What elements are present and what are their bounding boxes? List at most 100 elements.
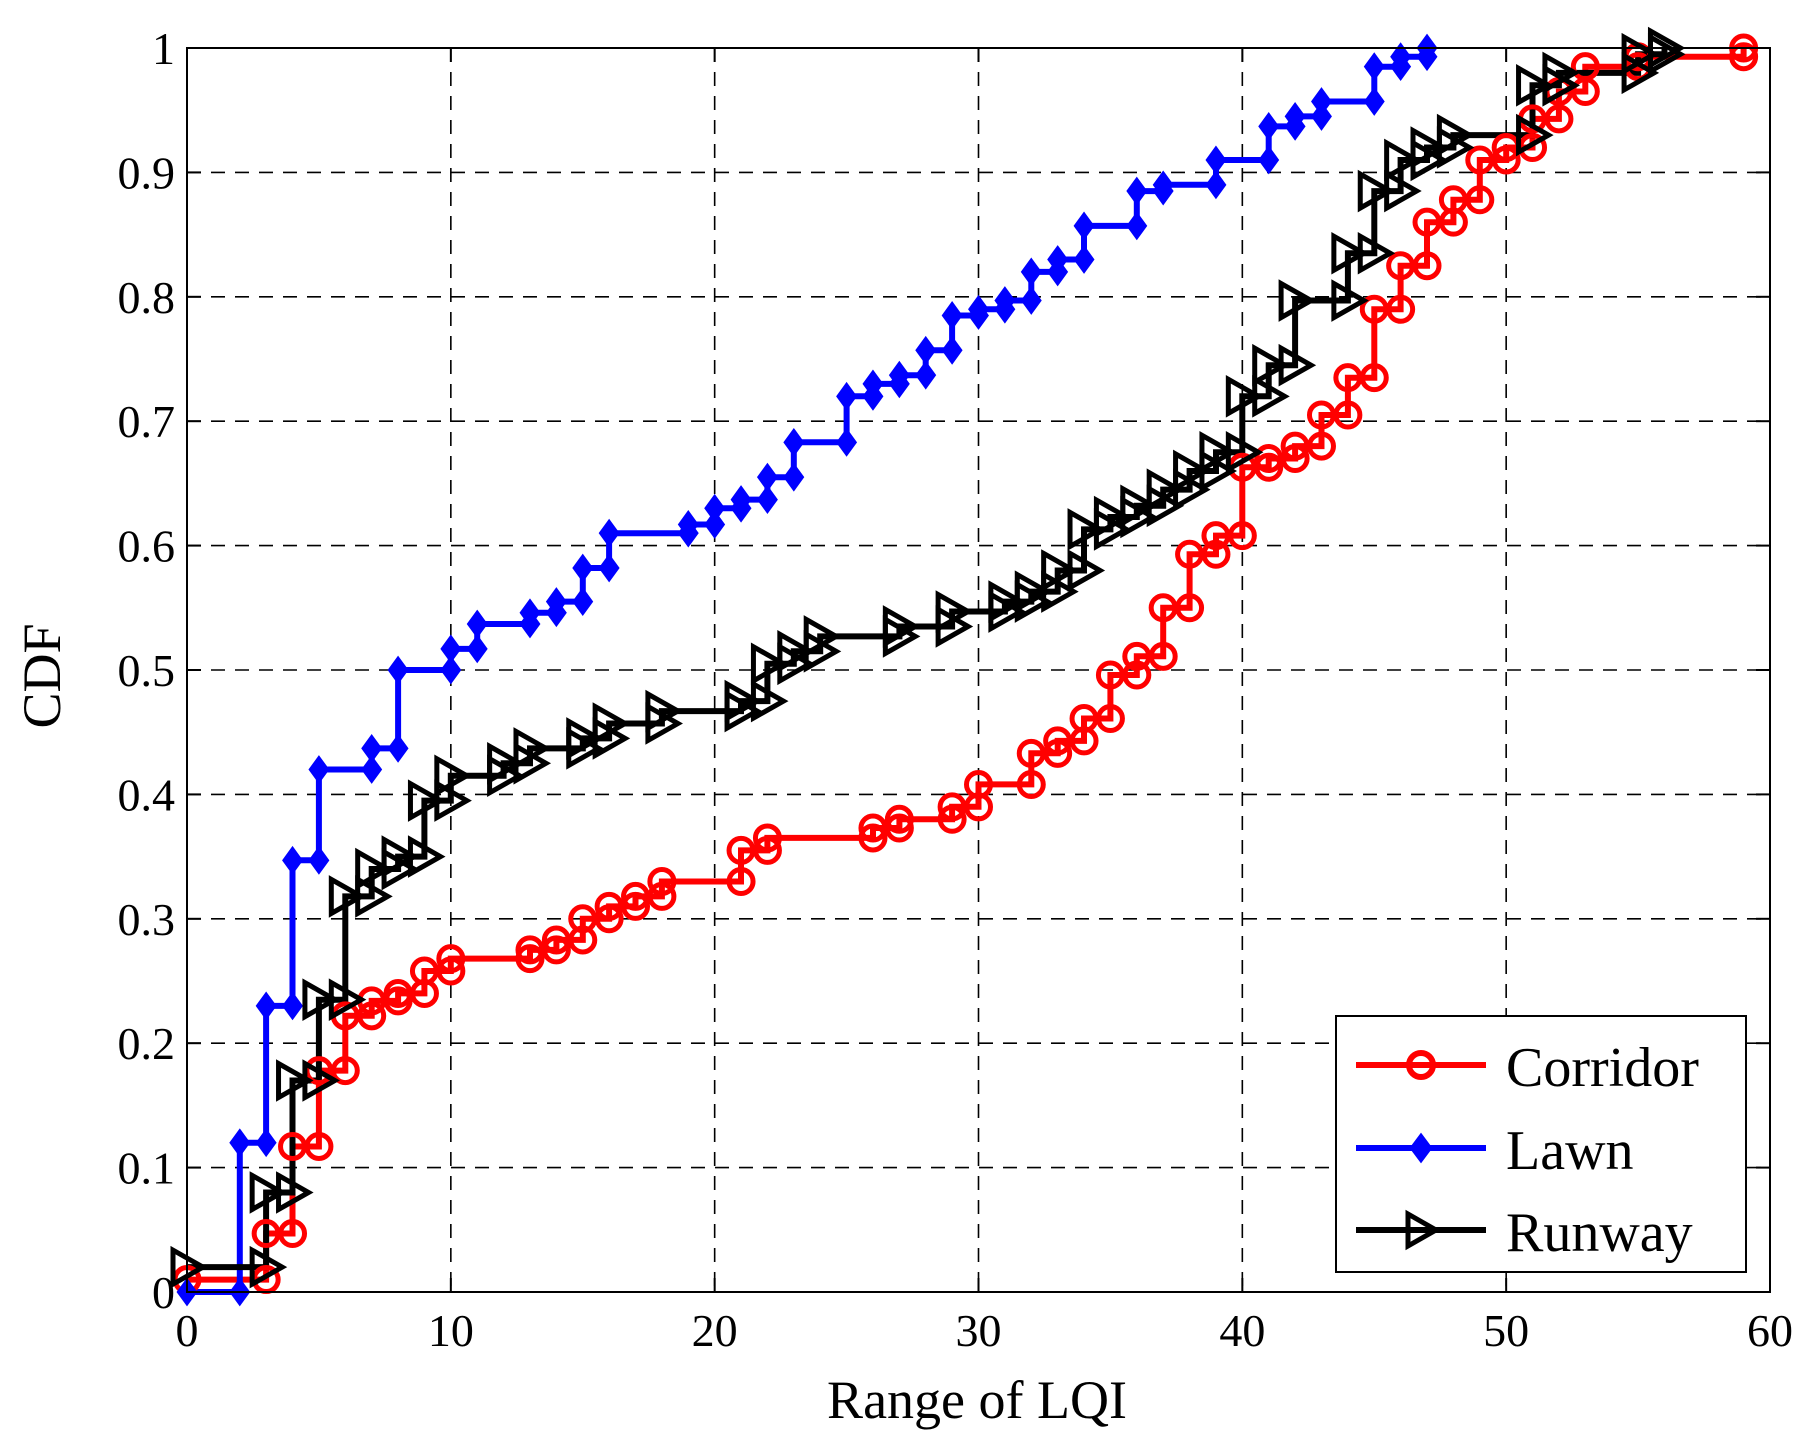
- marker-lawn: [730, 485, 752, 514]
- marker-lawn: [572, 553, 594, 583]
- axis-ticks: [186, 47, 1771, 1293]
- marker-lawn: [1284, 102, 1306, 131]
- marker-lawn: [915, 360, 937, 390]
- y-tick-label: 0.6: [118, 521, 176, 572]
- marker-corridor: [1386, 294, 1416, 324]
- marker-corridor: [884, 813, 914, 843]
- marker-runway: [1436, 113, 1475, 157]
- marker-corridor: [1043, 738, 1073, 768]
- marker-corridor: [1016, 769, 1046, 799]
- legend-item-lawn: Lawn: [1356, 1120, 1634, 1182]
- marker-lawn: [308, 845, 330, 875]
- marker-runway: [935, 590, 974, 633]
- marker-corridor: [1122, 660, 1152, 690]
- marker-lawn: [1152, 170, 1174, 200]
- marker-runway: [487, 742, 525, 785]
- legend-item-corridor: Corridor: [1356, 1037, 1699, 1099]
- marker-corridor: [1570, 52, 1600, 82]
- marker-lawn: [1205, 170, 1227, 200]
- marker-corridor: [594, 904, 624, 934]
- marker-runway: [1093, 495, 1132, 539]
- marker-corridor: [1306, 431, 1336, 461]
- marker-lawn: [677, 510, 699, 539]
- marker-corridor: [621, 891, 651, 921]
- marker-runway: [1331, 279, 1369, 322]
- marker-lawn: [308, 755, 330, 784]
- marker-lawn: [466, 634, 488, 664]
- marker-lawn: [862, 369, 884, 399]
- marker-runway: [803, 615, 842, 658]
- x-tick-label: 30: [956, 1305, 1002, 1356]
- marker-runway: [1278, 343, 1317, 387]
- marker-corridor: [515, 944, 545, 974]
- marker-runway: [1041, 570, 1079, 613]
- marker-runway: [276, 1171, 314, 1214]
- x-tick-label: 10: [428, 1305, 474, 1356]
- marker-runway: [1542, 51, 1581, 95]
- marker-corridor: [752, 823, 782, 853]
- marker-corridor: [1333, 400, 1363, 430]
- marker-lawn: [915, 335, 937, 365]
- marker-lawn: [704, 493, 726, 523]
- legend-marker-runway: [1405, 1209, 1442, 1251]
- marker-corridor: [357, 1001, 387, 1031]
- x-tick-label: 40: [1219, 1305, 1265, 1356]
- marker-runway: [1146, 468, 1185, 511]
- legend-label-lawn: Lawn: [1506, 1120, 1634, 1182]
- marker-corridor: [436, 956, 466, 986]
- marker-corridor: [884, 804, 914, 834]
- marker-lawn: [1020, 257, 1042, 287]
- marker-runway: [1120, 484, 1158, 528]
- marker-runway: [434, 779, 472, 822]
- marker-lawn: [941, 335, 963, 365]
- marker-lawn: [783, 427, 805, 457]
- marker-corridor: [964, 769, 993, 799]
- marker-runway: [355, 875, 393, 918]
- marker-corridor: [304, 1131, 334, 1161]
- marker-corridor: [937, 804, 967, 834]
- marker-lawn: [1390, 42, 1412, 72]
- marker-lawn: [968, 294, 989, 324]
- marker-corridor: [647, 866, 677, 896]
- marker-corridor: [1095, 704, 1125, 734]
- marker-lawn: [387, 733, 409, 763]
- marker-runway: [645, 689, 683, 733]
- marker-runway: [328, 978, 367, 1021]
- marker-lawn: [282, 991, 304, 1021]
- y-tick-label: 0.3: [118, 894, 176, 945]
- marker-runway: [750, 679, 789, 723]
- marker-runway: [1014, 570, 1053, 613]
- marker-lawn: [1258, 145, 1280, 175]
- marker-runway: [750, 642, 789, 686]
- marker-lawn: [756, 462, 778, 492]
- tick-labels: 0 10 20 30 40 50 60 0 0.1 0.2 0.3 0.4 0.5 0.6 0.7 0.8 0.…: [118, 23, 1794, 1356]
- marker-runway: [1516, 113, 1554, 157]
- marker-runway: [1173, 449, 1211, 493]
- marker-corridor: [1175, 593, 1205, 623]
- marker-lawn: [836, 427, 858, 457]
- marker-lawn: [598, 553, 620, 583]
- y-tick-label: 0.9: [118, 147, 176, 198]
- y-tick-label: 0.2: [118, 1018, 176, 1069]
- marker-lawn: [1258, 111, 1280, 141]
- marker-corridor: [330, 1056, 360, 1086]
- marker-runway: [1041, 549, 1079, 592]
- marker-lawn: [704, 510, 726, 539]
- legend: Corridor Lawn Runway: [1335, 1015, 1747, 1273]
- marker-lawn: [1047, 245, 1069, 274]
- y-tick-label: 0.1: [118, 1143, 176, 1194]
- marker-corridor: [541, 935, 571, 965]
- marker-runway: [1384, 169, 1422, 213]
- marker-runway: [249, 1171, 288, 1214]
- legend-label-corridor: Corridor: [1506, 1037, 1699, 1099]
- marker-runway: [1199, 431, 1238, 474]
- marker-runway: [882, 605, 921, 648]
- marker-lawn: [941, 301, 963, 330]
- marker-runway: [434, 754, 472, 798]
- marker-runway: [355, 847, 393, 891]
- y-tick-label: 0.7: [118, 396, 176, 447]
- marker-runway: [1225, 375, 1264, 418]
- marker-lawn: [255, 991, 277, 1021]
- marker-lawn: [255, 1128, 277, 1158]
